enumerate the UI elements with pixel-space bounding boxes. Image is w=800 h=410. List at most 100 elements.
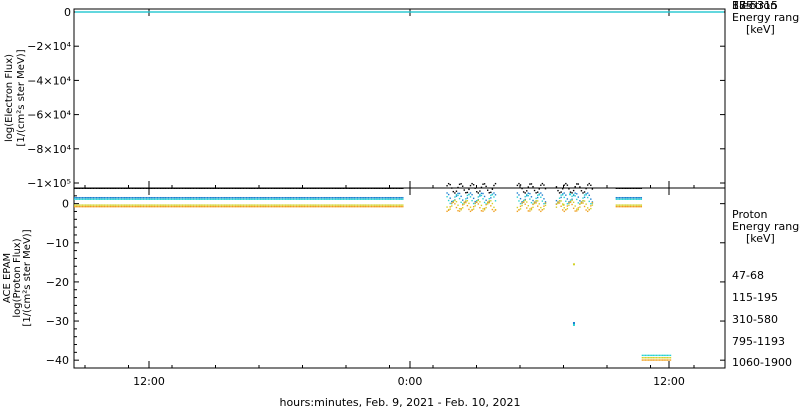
proton-point <box>186 196 188 199</box>
electron-legend-title-3: [keV] <box>746 23 775 36</box>
proton-point <box>113 205 115 208</box>
proton-point <box>170 205 173 208</box>
proton-point <box>455 195 458 197</box>
proton-point <box>632 204 635 206</box>
proton-point <box>632 205 635 208</box>
proton-point <box>352 205 354 208</box>
proton-point <box>378 204 381 206</box>
proton-point <box>625 205 627 208</box>
proton-point <box>389 205 392 208</box>
proton-point <box>305 196 307 199</box>
proton-point <box>621 196 624 199</box>
proton-point <box>388 196 390 199</box>
proton-point <box>621 198 624 200</box>
proton-tail-point <box>665 357 667 359</box>
proton-point <box>465 192 467 194</box>
proton-point <box>527 186 530 188</box>
proton-point <box>291 205 293 208</box>
proton-legend-entry-5: 1060-1900 <box>732 356 792 369</box>
proton-point <box>377 205 379 208</box>
proton-point <box>177 198 179 200</box>
proton-point <box>89 187 92 189</box>
proton-point <box>629 205 632 208</box>
proton-point <box>580 201 583 203</box>
proton-point <box>639 205 641 208</box>
proton-point <box>181 204 184 206</box>
proton-point <box>305 187 307 189</box>
proton-point <box>125 204 127 206</box>
proton-point <box>133 205 135 208</box>
proton-point <box>275 187 277 189</box>
proton-point <box>278 205 281 208</box>
proton-point <box>518 200 520 202</box>
proton-point <box>561 188 564 190</box>
proton-point <box>183 205 185 208</box>
proton-point <box>248 198 251 200</box>
proton-point <box>189 187 192 189</box>
proton-point <box>297 187 299 189</box>
proton-point <box>563 192 565 194</box>
proton-series-795-1193 <box>74 199 643 211</box>
proton-point <box>586 196 589 199</box>
proton-point <box>270 187 273 189</box>
proton-point <box>572 193 575 196</box>
proton-point <box>386 196 388 199</box>
proton-point <box>238 198 240 200</box>
proton-point <box>449 202 451 205</box>
proton-point <box>353 205 356 208</box>
proton-point <box>234 187 237 189</box>
proton-point <box>97 196 99 199</box>
proton-point <box>242 196 245 199</box>
proton-point <box>188 205 190 208</box>
proton-point <box>267 205 270 208</box>
proton-point <box>488 201 490 204</box>
proton-point <box>449 206 451 208</box>
proton-point <box>452 201 455 203</box>
proton-point <box>568 201 570 203</box>
proton-point <box>227 205 229 208</box>
proton-point <box>320 205 323 208</box>
proton-point <box>102 205 104 208</box>
proton-point <box>298 196 301 199</box>
proton-point <box>273 198 276 200</box>
proton-point <box>275 198 277 200</box>
proton-point <box>455 193 458 196</box>
proton-point <box>400 205 402 208</box>
proton-point <box>214 204 217 206</box>
proton-point <box>83 196 85 199</box>
proton-point <box>222 204 224 206</box>
proton-point <box>493 192 495 194</box>
proton-point <box>618 198 621 200</box>
proton-point <box>272 205 274 208</box>
proton-point <box>474 202 476 204</box>
proton-point <box>303 198 306 200</box>
proton-point <box>225 198 227 200</box>
proton-point <box>169 198 171 200</box>
proton-point <box>81 205 84 208</box>
proton-point <box>159 187 162 189</box>
proton-point <box>449 183 451 186</box>
proton-point <box>95 187 98 189</box>
proton-tail-point <box>669 359 672 361</box>
proton-point <box>350 205 352 208</box>
proton-point <box>454 203 456 205</box>
proton-point <box>108 196 110 199</box>
proton-point <box>398 204 401 206</box>
proton-point <box>328 205 331 208</box>
proton-point <box>466 204 469 207</box>
proton-point <box>536 196 539 199</box>
proton-point <box>367 204 370 206</box>
proton-point <box>367 205 370 208</box>
proton-point <box>250 205 252 208</box>
proton-point <box>167 204 170 206</box>
proton-point <box>223 204 226 206</box>
proton-point <box>388 204 390 206</box>
proton-point <box>266 187 268 189</box>
proton-point <box>122 198 124 200</box>
proton-point <box>565 200 567 202</box>
proton-point <box>323 187 326 189</box>
proton-point <box>103 205 106 208</box>
proton-point <box>485 203 487 206</box>
proton-point <box>544 204 547 207</box>
proton-point <box>320 196 323 199</box>
